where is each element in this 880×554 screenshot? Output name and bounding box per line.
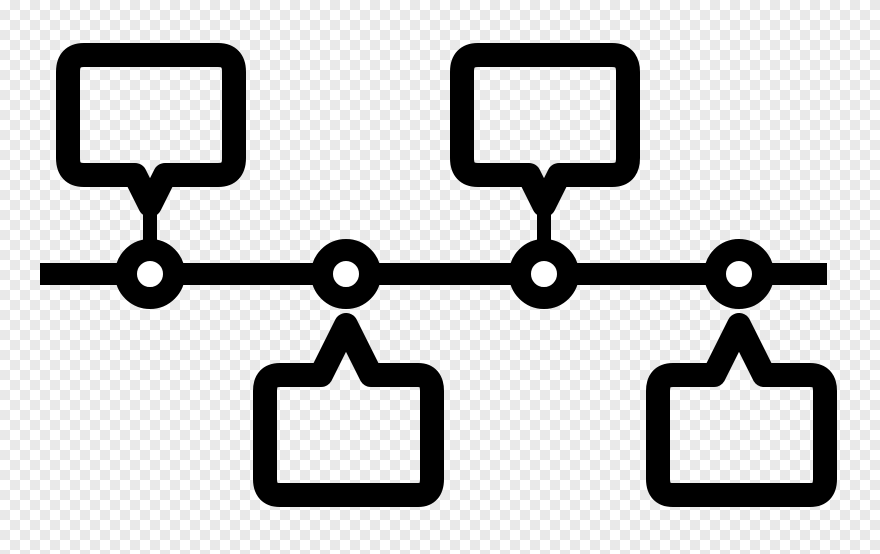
- timeline-node-2: [311, 239, 381, 309]
- timeline-axis: [40, 263, 827, 285]
- timeline-node-3: [509, 239, 579, 309]
- callout-box-below-1: [253, 313, 444, 507]
- callout-box-above-2: [450, 43, 640, 217]
- callout-box-below-2: [646, 313, 837, 507]
- callout-box-above-1: [56, 43, 246, 217]
- timeline-node-1: [115, 239, 185, 309]
- timeline-node-4: [704, 239, 774, 309]
